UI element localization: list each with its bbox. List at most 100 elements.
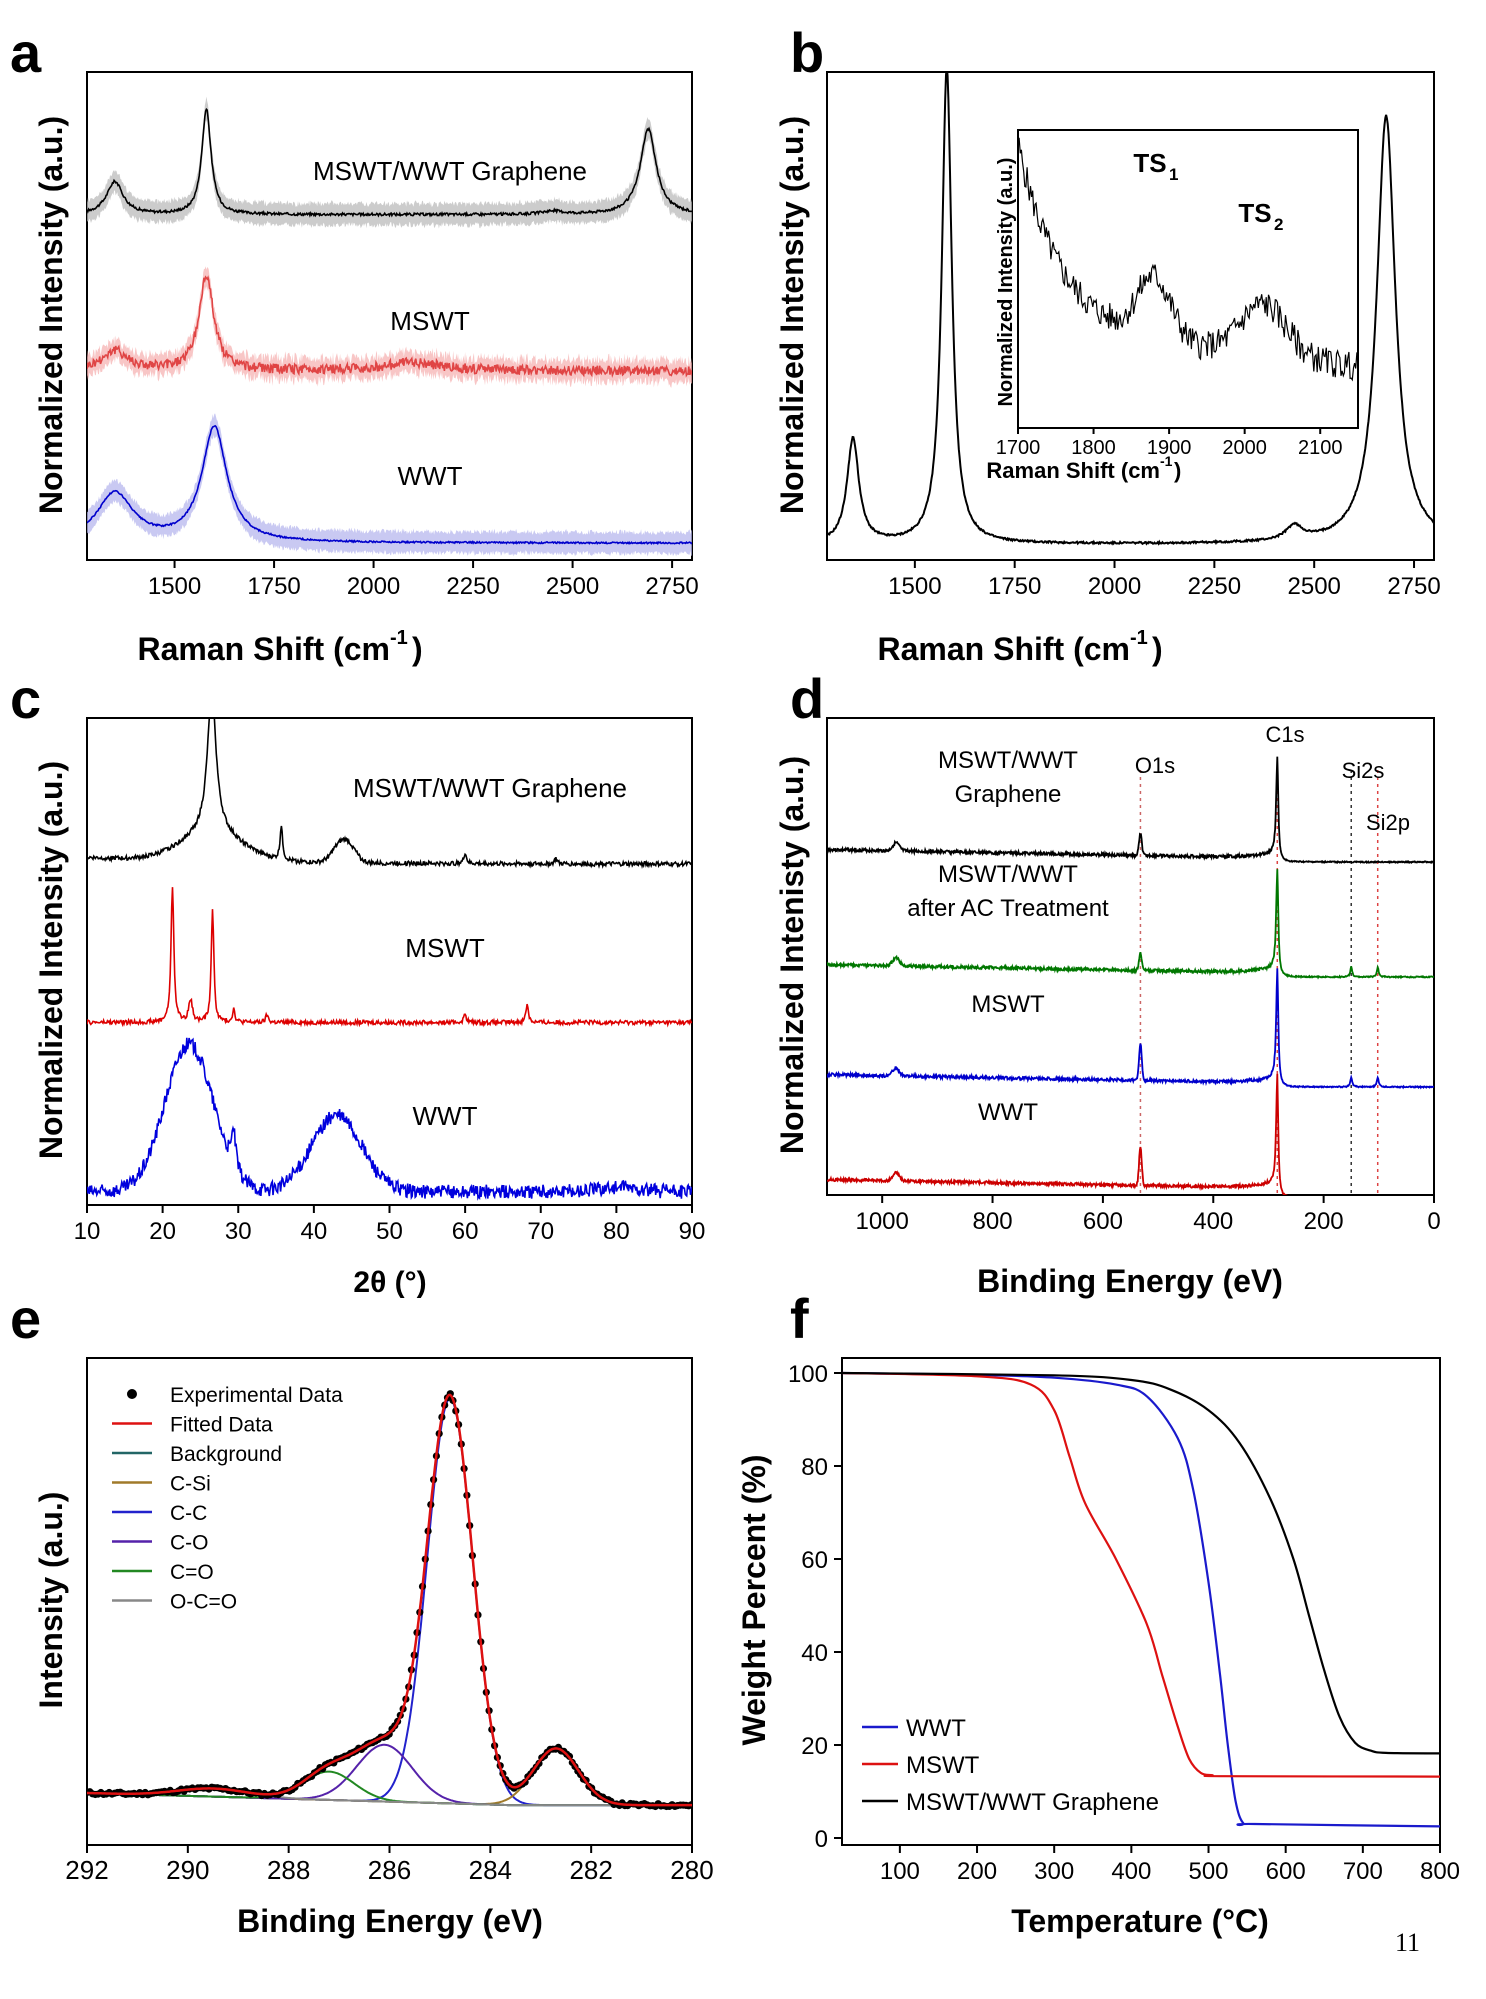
panel-a-label-graphene: MSWT/WWT Graphene xyxy=(313,156,587,186)
panel-d-annotation-c1s: C1s xyxy=(1265,722,1304,747)
panel-a-x-tick-label: 1500 xyxy=(148,573,201,600)
panel-e-x-tick-label: 280 xyxy=(670,1855,713,1885)
panel-c-x-tick-label: 80 xyxy=(603,1218,630,1245)
panel-a-plot xyxy=(87,96,692,557)
panel-b-inset-plot xyxy=(1018,137,1358,382)
panel-letter-c: c xyxy=(10,667,41,730)
panel-a-xlabel-sup: -1 xyxy=(390,627,408,649)
panel-c-x-tick-label: 20 xyxy=(149,1218,176,1245)
panel-f-series-wwt xyxy=(842,1371,1440,1828)
panel-f-axes-frame xyxy=(841,1357,1441,1846)
panel-d-label-wwt: WWT xyxy=(978,1099,1038,1126)
panel-e-legend-label: C-C xyxy=(170,1502,207,1525)
panel-b-inset-x-tick-label: 1800 xyxy=(1071,437,1116,459)
panel-b-inset-frame xyxy=(1017,129,1359,429)
panel-d-label-graphene-line2: Graphene xyxy=(955,781,1062,808)
panel-f-plot xyxy=(842,1371,1440,1828)
panel-d-x-tick-label: 600 xyxy=(1083,1208,1123,1235)
panel-letter-e: e xyxy=(10,1287,41,1350)
panel-d-ylabel: Normalized Intenisty (a.u.) xyxy=(774,756,810,1154)
panel-a-series-wwt xyxy=(87,424,692,546)
panel-e-fitted-line xyxy=(87,1393,692,1807)
panel-c-series-mswt xyxy=(87,887,692,1028)
panel-e-legend-label: C-Si xyxy=(170,1473,211,1496)
panel-e-plot xyxy=(87,1390,692,1811)
panel-d-label-ac-line2: after AC Treatment xyxy=(907,895,1109,922)
panel-d-x-tick-label: 800 xyxy=(973,1208,1013,1235)
panel-b-inset-x-tick-label: 2000 xyxy=(1222,437,1267,459)
panel-b-inset-xlabel-sup: -1 xyxy=(1160,453,1173,469)
panel-c-label-graphene: MSWT/WWT Graphene xyxy=(353,773,627,803)
panel-b-inset-x-tick-label: 2100 xyxy=(1298,437,1343,459)
panel-c-plot xyxy=(87,718,692,1201)
panel-b-xlabel-close: ) xyxy=(1152,631,1163,667)
panel-e-legend-label: Background xyxy=(170,1443,282,1466)
panel-d-x-tick-label: 1000 xyxy=(855,1208,908,1235)
panel-e-legend-label: Fitted Data xyxy=(170,1414,273,1437)
panel-b-inset-x-tick-label: 1900 xyxy=(1147,437,1192,459)
page-number: 11 xyxy=(1395,1928,1421,1957)
panel-b-x-tick-label: 2000 xyxy=(1088,573,1141,600)
panel-d-label-ac-line1: MSWT/WWT xyxy=(938,861,1078,888)
panel-d-x-tick-label: 0 xyxy=(1427,1208,1440,1235)
panel-d-xlabel: Binding Energy (eV) xyxy=(977,1263,1283,1299)
panel-f-series-mswt-wwt-graphene xyxy=(842,1371,1440,1755)
panel-c-x-tick-label: 90 xyxy=(679,1218,706,1245)
panel-a-x-tick-label: 2750 xyxy=(645,573,698,600)
panel-e-x-tick-label: 288 xyxy=(267,1855,310,1885)
panel-e-ylabel: Intensity (a.u.) xyxy=(33,1492,69,1709)
panel-a-label-mswt: MSWT xyxy=(390,306,470,336)
panel-f-x-tick-label: 700 xyxy=(1343,1858,1383,1885)
panel-f-y-tick-label: 80 xyxy=(801,1454,828,1481)
panel-e-legend-label: C-O xyxy=(170,1532,209,1555)
panel-b-inset-annotation-ts2: TS xyxy=(1238,198,1271,228)
panel-letter-a: a xyxy=(10,21,42,84)
panel-e-x-tick-label: 282 xyxy=(569,1855,612,1885)
panel-f-series-mswt xyxy=(842,1371,1440,1778)
panel-d-label-mswt: MSWT xyxy=(971,991,1045,1018)
panel-b-x-tick-label: 1500 xyxy=(888,573,941,600)
panel-f-y-tick-label: 60 xyxy=(801,1547,828,1574)
panel-b-inset-spectrum xyxy=(1018,137,1358,382)
panel-a-x-tick-label: 2250 xyxy=(446,573,499,600)
panel-b-inset-xlabel: Raman Shift (cm xyxy=(986,458,1160,483)
panel-b-axes-frame xyxy=(826,71,1435,561)
panel-e-xlabel: Binding Energy (eV) xyxy=(237,1903,543,1939)
panel-a-x-tick-label: 2500 xyxy=(546,573,599,600)
panel-a-xlabel: Raman Shift (cm xyxy=(138,631,390,667)
panel-e-x-tick-label: 286 xyxy=(368,1855,411,1885)
panel-b-inset-x-tick-label: 1700 xyxy=(996,437,1041,459)
panel-f-x-tick-label: 100 xyxy=(880,1858,920,1885)
panel-c-x-tick-label: 10 xyxy=(74,1218,101,1245)
panel-e-x-tick-label: 290 xyxy=(166,1855,209,1885)
panel-e-legend-label: O-C=O xyxy=(170,1591,237,1614)
panel-a-xlabel-close: ) xyxy=(412,631,423,667)
panel-f-y-tick-label: 0 xyxy=(815,1826,828,1853)
panel-d-series-mswt xyxy=(827,968,1434,1090)
panel-d-series-mswt-wwt-graphene xyxy=(827,756,1434,865)
panel-f-y-tick-label: 20 xyxy=(801,1733,828,1760)
panel-b-x-tick-label: 2250 xyxy=(1188,573,1241,600)
panel-d-label-graphene-line1: MSWT/WWT xyxy=(938,747,1078,774)
panel-f-y-tick-label: 40 xyxy=(801,1640,828,1667)
panel-f-legend-label: MSWT/WWT Graphene xyxy=(906,1789,1159,1816)
panel-a-label-wwt: WWT xyxy=(398,461,463,491)
panel-f-x-tick-label: 800 xyxy=(1420,1858,1460,1885)
panel-f-x-tick-label: 300 xyxy=(1034,1858,1074,1885)
panel-c-label-wwt: WWT xyxy=(413,1101,478,1131)
panel-b-spectrum xyxy=(827,72,1434,546)
panel-f-x-tick-label: 500 xyxy=(1188,1858,1228,1885)
panel-d-x-tick-label: 400 xyxy=(1193,1208,1233,1235)
panel-b-ylabel: Normalized Intensity (a.u.) xyxy=(774,116,810,514)
panel-a-ylabel: Normalized Intensity (a.u.) xyxy=(33,116,69,514)
panel-f-y-tick-label: 100 xyxy=(788,1361,828,1388)
panel-c-x-tick-label: 40 xyxy=(301,1218,328,1245)
panel-c-x-tick-label: 70 xyxy=(527,1218,554,1245)
panel-c-series-wwt xyxy=(87,1037,692,1201)
panel-b-xlabel: Raman Shift (cm xyxy=(878,631,1130,667)
panel-letter-d: d xyxy=(790,667,824,730)
panel-letter-b: b xyxy=(790,21,824,84)
panel-c-label-mswt: MSWT xyxy=(405,933,485,963)
panel-e-x-tick-label: 292 xyxy=(65,1855,108,1885)
